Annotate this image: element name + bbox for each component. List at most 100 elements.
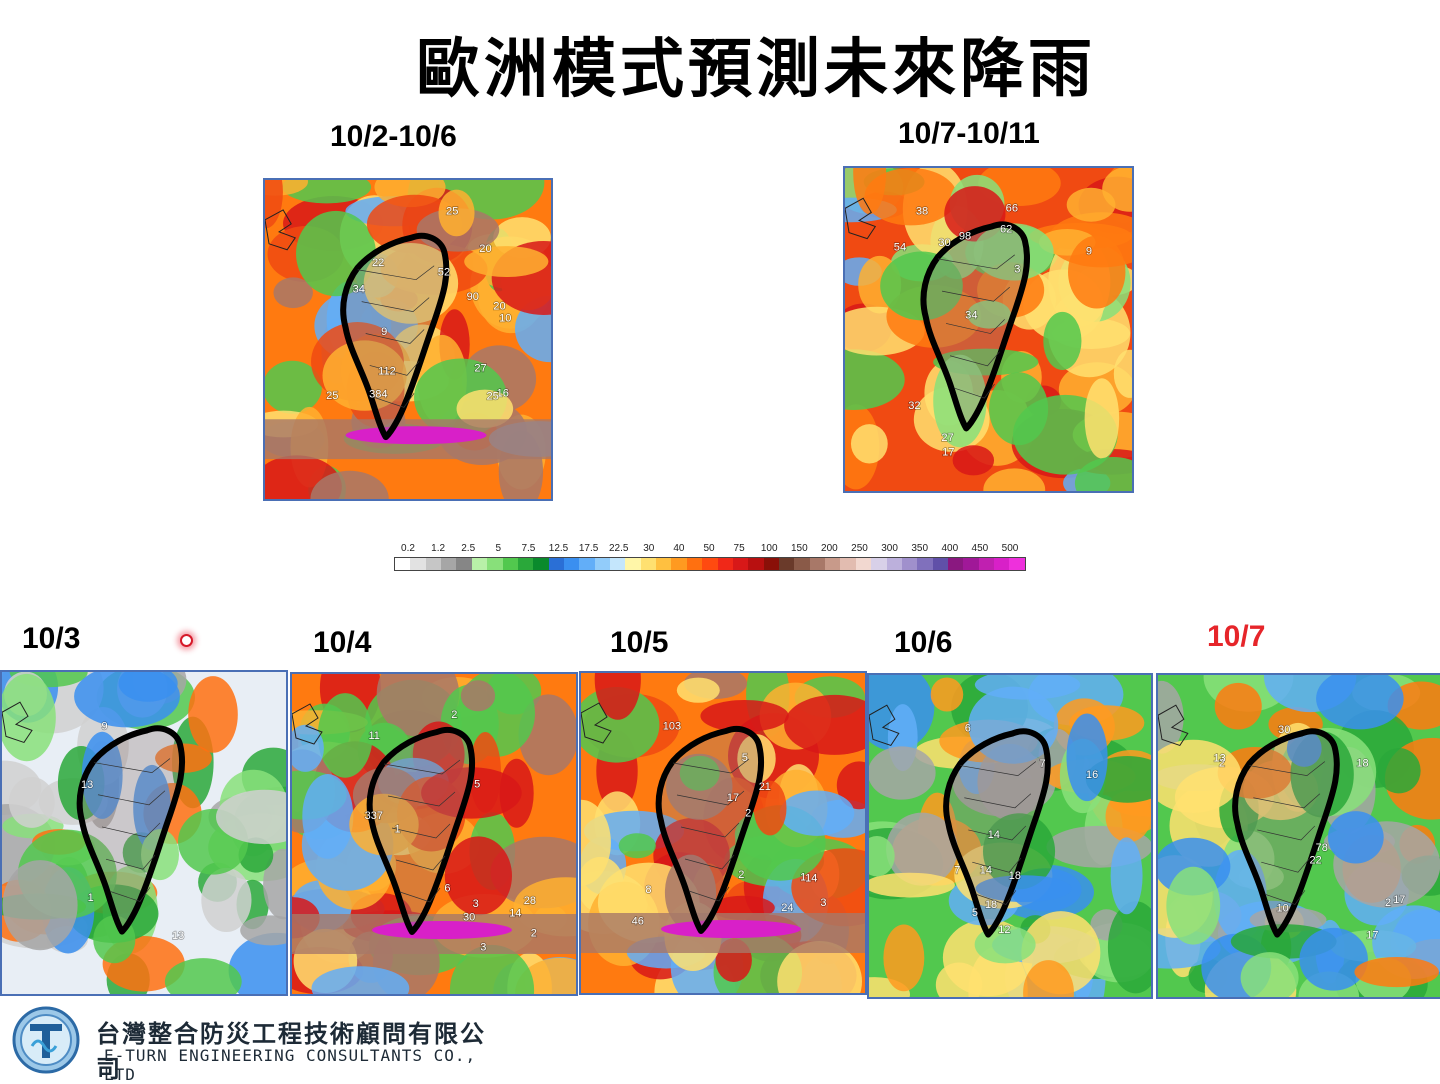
rainfall-value-label: 20 <box>479 243 491 255</box>
rainfall-value-label: 7 <box>954 865 960 877</box>
rainfall-value-label: 66 <box>1006 202 1018 214</box>
company-name-zh: 台灣整合防災工程技術顧問有限公司 <box>96 1020 486 1083</box>
scale-swatch <box>594 558 611 570</box>
day-label-2: 10/4 <box>313 626 372 659</box>
scale-swatch <box>487 558 503 570</box>
precipitation-field: 62 66 9 98 27 54 38 34 3 30 17 32 <box>845 168 1132 491</box>
rainfall-value-label: 1 <box>88 892 94 904</box>
rainfall-value-label: 18 <box>1356 757 1368 769</box>
map-day-2: 14 28 6 2 3 5 3 2 11 30 337 1 <box>290 672 578 996</box>
scale-tick-labels: 0.2 1.2 2.5 5 7.5 12.5 17.5 22.5 30 40 50 75 100 150 2… <box>394 543 1026 555</box>
scale-tick-label: 30 <box>643 543 655 554</box>
scale-color-bar <box>394 557 1026 571</box>
taiwan-outline <box>366 726 476 935</box>
scale-swatch <box>978 558 995 570</box>
rainfall-value-label: 38 <box>916 206 928 218</box>
rainfall-value-label: 2 <box>745 807 751 819</box>
rainfall-value-label: 2 <box>738 869 744 881</box>
rainfall-value-label: 17 <box>1393 894 1405 906</box>
rainfall-value-label: 3 <box>820 897 826 909</box>
scale-swatch <box>778 558 795 570</box>
period-label-1: 10/2-10/6 <box>330 120 457 153</box>
company-logo-icon <box>12 1006 80 1074</box>
rainfall-value-label: 90 <box>467 291 479 303</box>
scale-swatch <box>717 558 733 570</box>
map-period-2: 62 66 9 98 27 54 38 34 3 30 17 32 <box>843 166 1134 493</box>
scale-swatch <box>871 558 887 570</box>
day-label-5: 10/7 <box>1207 620 1266 653</box>
scale-tick-label: 22.5 <box>608 543 629 554</box>
rainfall-value-label: 30 <box>938 237 950 249</box>
company-footer: 台灣整合防災工程技術顧問有限公司 E-TURN ENGINEERING CONS… <box>12 1006 492 1084</box>
rainfall-value-label: 28 <box>524 895 536 907</box>
rainfall-value-label: 3 <box>473 898 479 910</box>
rainfall-value-label: 384 <box>369 389 387 401</box>
rainfall-value-label: 2 <box>451 709 457 721</box>
scale-swatch <box>932 558 948 570</box>
scale-tick-label: 2.5 <box>461 543 476 554</box>
company-name-en: E-TURN ENGINEERING CONSULTANTS CO., LTD <box>104 1046 477 1084</box>
rainfall-value-label: 3 <box>480 941 486 953</box>
rainfall-value-label: 2 <box>1385 897 1391 909</box>
period-label-2: 10/7-10/11 <box>898 117 1040 150</box>
rainfall-value-label: 18 <box>985 899 997 911</box>
rainfall-value-label: 25 <box>446 205 458 217</box>
scale-tick-label: 350 <box>911 543 929 554</box>
rainfall-value-label: 21 <box>759 781 771 793</box>
rainfall-value-label: 25 <box>326 390 338 402</box>
scale-tick-label: 100 <box>760 543 778 554</box>
rainfall-value-label: 5 <box>972 907 978 919</box>
rainfall-value-label: 9 <box>381 326 387 338</box>
scale-swatch <box>994 558 1010 570</box>
scale-swatch <box>947 558 964 570</box>
rainfall-value-label: 1 <box>800 872 806 884</box>
scale-swatch <box>471 558 488 570</box>
taiwan-outline <box>943 728 1051 938</box>
rainfall-value-label: 12 <box>998 924 1010 936</box>
rainfall-value-label: 78 <box>1316 842 1328 854</box>
scale-tick-label: 450 <box>971 543 989 554</box>
scale-tick-label: 300 <box>881 543 898 554</box>
rainfall-value-label: 16 <box>497 387 509 399</box>
scale-swatch <box>963 558 979 570</box>
map-day-3: 8 2 1 3 5 24 17 21 14 46 103 2 <box>579 671 867 995</box>
scale-swatch <box>395 558 411 570</box>
scale-tick-label: 200 <box>821 543 838 554</box>
scale-swatch <box>855 558 872 570</box>
taiwan-outline <box>340 232 450 441</box>
precipitation-field: 13 9 1 13 <box>2 672 286 994</box>
map-day-4: 14 6 7 14 18 16 5 18 7 12 <box>867 673 1153 999</box>
rainfall-value-label: 8 <box>645 884 651 896</box>
scale-swatch <box>563 558 580 570</box>
scale-tick-label: 250 <box>851 543 868 554</box>
rainfall-value-label: 2 <box>1219 757 1225 769</box>
rainfall-value-label: 98 <box>959 230 971 242</box>
rainfall-value-label: 9 <box>1086 246 1092 258</box>
scale-swatch <box>517 558 534 570</box>
scale-tick-label: 150 <box>790 543 808 554</box>
rainfall-value-label: 3 <box>1014 264 1020 276</box>
rainfall-value-label: 20 <box>493 300 505 312</box>
rainfall-value-label: 337 <box>365 810 383 822</box>
scale-tick-label: 0.2 <box>401 543 415 554</box>
rainfall-value-label: 10 <box>499 313 511 325</box>
scale-swatch <box>425 558 442 570</box>
rainfall-value-label: 34 <box>353 284 365 296</box>
rainfall-value-label: 34 <box>965 309 977 321</box>
precipitation-color-scale: 0.2 1.2 2.5 5 7.5 12.5 17.5 22.5 30 40 50 75 100 150 2… <box>394 543 1026 573</box>
rainfall-value-label: 27 <box>474 363 486 375</box>
rainfall-value-label: 30 <box>1278 724 1290 736</box>
scale-swatch <box>656 558 672 570</box>
scale-tick-label: 1.2 <box>431 543 446 554</box>
scale-swatch <box>533 558 549 570</box>
rainfall-value-label: 46 <box>632 916 644 928</box>
rainfall-value-label: 14 <box>805 872 817 884</box>
rainfall-value-label: 2 <box>531 927 537 939</box>
rainfall-value-label: 17 <box>942 447 954 459</box>
precipitation-field: 14 6 7 14 18 16 5 18 7 12 <box>869 675 1151 997</box>
map-period-1: 22 20 52 10 9 16 112 25 25 20 34 27 90 384 25 <box>263 178 553 501</box>
rainfall-value-label: 32 <box>908 400 920 412</box>
scale-swatch <box>702 558 718 570</box>
